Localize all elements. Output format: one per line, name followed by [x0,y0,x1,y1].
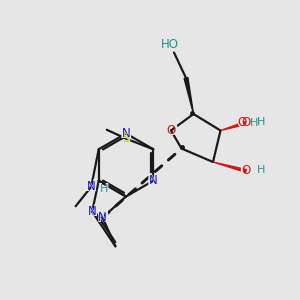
Polygon shape [220,122,246,130]
Text: H: H [98,182,110,196]
Polygon shape [213,162,246,172]
Text: H: H [250,118,258,128]
Text: N: N [98,211,107,224]
Text: S: S [123,132,130,145]
Text: O: O [238,116,247,130]
Polygon shape [184,78,194,114]
Text: O: O [240,116,252,130]
Text: N: N [120,126,132,141]
Text: N: N [88,205,97,218]
Text: N: N [87,180,96,193]
Text: O: O [240,164,252,178]
Text: H: H [256,165,265,176]
Text: H: H [256,117,265,128]
Text: N: N [149,174,158,187]
Text: H: H [100,184,108,194]
Text: S: S [121,131,131,146]
Text: N: N [85,179,98,194]
Text: HO: HO [160,38,178,51]
Text: O: O [242,116,250,130]
Text: H: H [250,116,261,130]
Text: O: O [167,124,176,137]
Text: N: N [147,173,160,188]
Text: O: O [236,116,249,130]
Text: N: N [86,204,98,219]
Text: N: N [122,127,130,140]
Text: HO: HO [157,37,182,52]
Text: O: O [165,123,177,138]
Text: N: N [96,210,109,225]
Text: O: O [242,164,250,178]
